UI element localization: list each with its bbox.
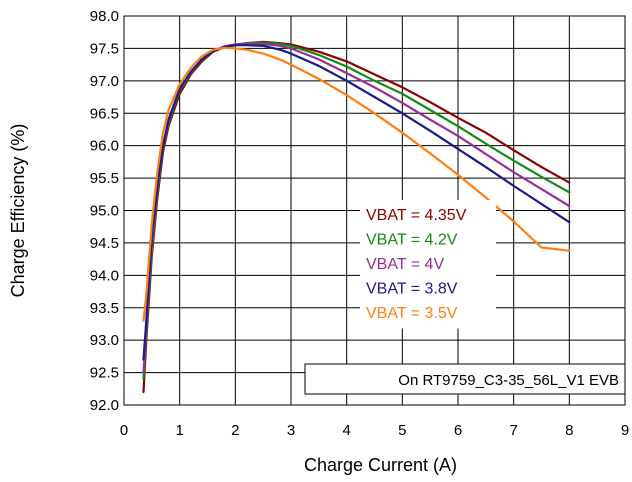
x-tick-label: 4 xyxy=(342,422,350,439)
x-tick-label: 0 xyxy=(120,422,128,439)
y-tick-label: 94.0 xyxy=(90,267,119,284)
plot-frame xyxy=(123,15,626,406)
series-line-4 xyxy=(142,44,571,361)
x-tick-label: 1 xyxy=(175,422,183,439)
x-axis-title: Charge Current (A) xyxy=(304,455,457,475)
y-tick-label: 96.0 xyxy=(90,138,119,155)
legend-entry-5: VBAT = 3.5V xyxy=(366,305,458,322)
y-tick-label: 93.5 xyxy=(90,300,119,317)
annotation-box xyxy=(304,363,626,395)
x-tick-labels: 0 1 2 3 4 5 6 7 8 9 xyxy=(120,422,629,439)
legend-entry-4: VBAT = 3.8V xyxy=(366,281,458,298)
x-tick-label: 2 xyxy=(231,422,239,439)
y-tick-label: 92.5 xyxy=(90,365,119,382)
y-tick-label: 97.5 xyxy=(90,40,119,57)
legend-entry-2: VBAT = 4.2V xyxy=(366,232,458,249)
legend-background xyxy=(360,200,496,329)
x-tick-label: 7 xyxy=(509,422,517,439)
y-tick-label: 97.0 xyxy=(90,73,119,90)
x-tick-label: 8 xyxy=(565,422,573,439)
y-tick-label: 94.5 xyxy=(90,235,119,252)
y-tick-label: 93.0 xyxy=(90,332,119,349)
x-tick-label: 9 xyxy=(621,422,629,439)
y-tick-label: 98.0 xyxy=(90,8,119,25)
legend: VBAT = 4.35V VBAT = 4.2V VBAT = 4V VBAT = 3… xyxy=(360,200,496,329)
x-tick-label: 6 xyxy=(454,422,462,439)
x-tick-label: 5 xyxy=(398,422,406,439)
x-tick-label: 3 xyxy=(287,422,295,439)
y-tick-label: 95.0 xyxy=(90,203,119,220)
legend-entry-1: VBAT = 4.35V xyxy=(366,207,467,224)
y-tick-label: 95.5 xyxy=(90,170,119,187)
y-tick-label: 96.5 xyxy=(90,105,119,122)
legend-entry-3: VBAT = 4V xyxy=(366,256,444,273)
y-tick-labels: 92.0 92.5 93.0 93.5 94.0 94.5 95.0 95.5 96.0 96.5… xyxy=(90,8,119,414)
series-line-5 xyxy=(142,46,571,322)
annotation-text: On RT9759_C3-35_56L_V1 EVB xyxy=(398,372,619,389)
y-tick-label: 92.0 xyxy=(90,397,119,414)
y-axis-title: Charge Efficiency (%) xyxy=(8,124,28,298)
series-layer xyxy=(142,40,571,394)
